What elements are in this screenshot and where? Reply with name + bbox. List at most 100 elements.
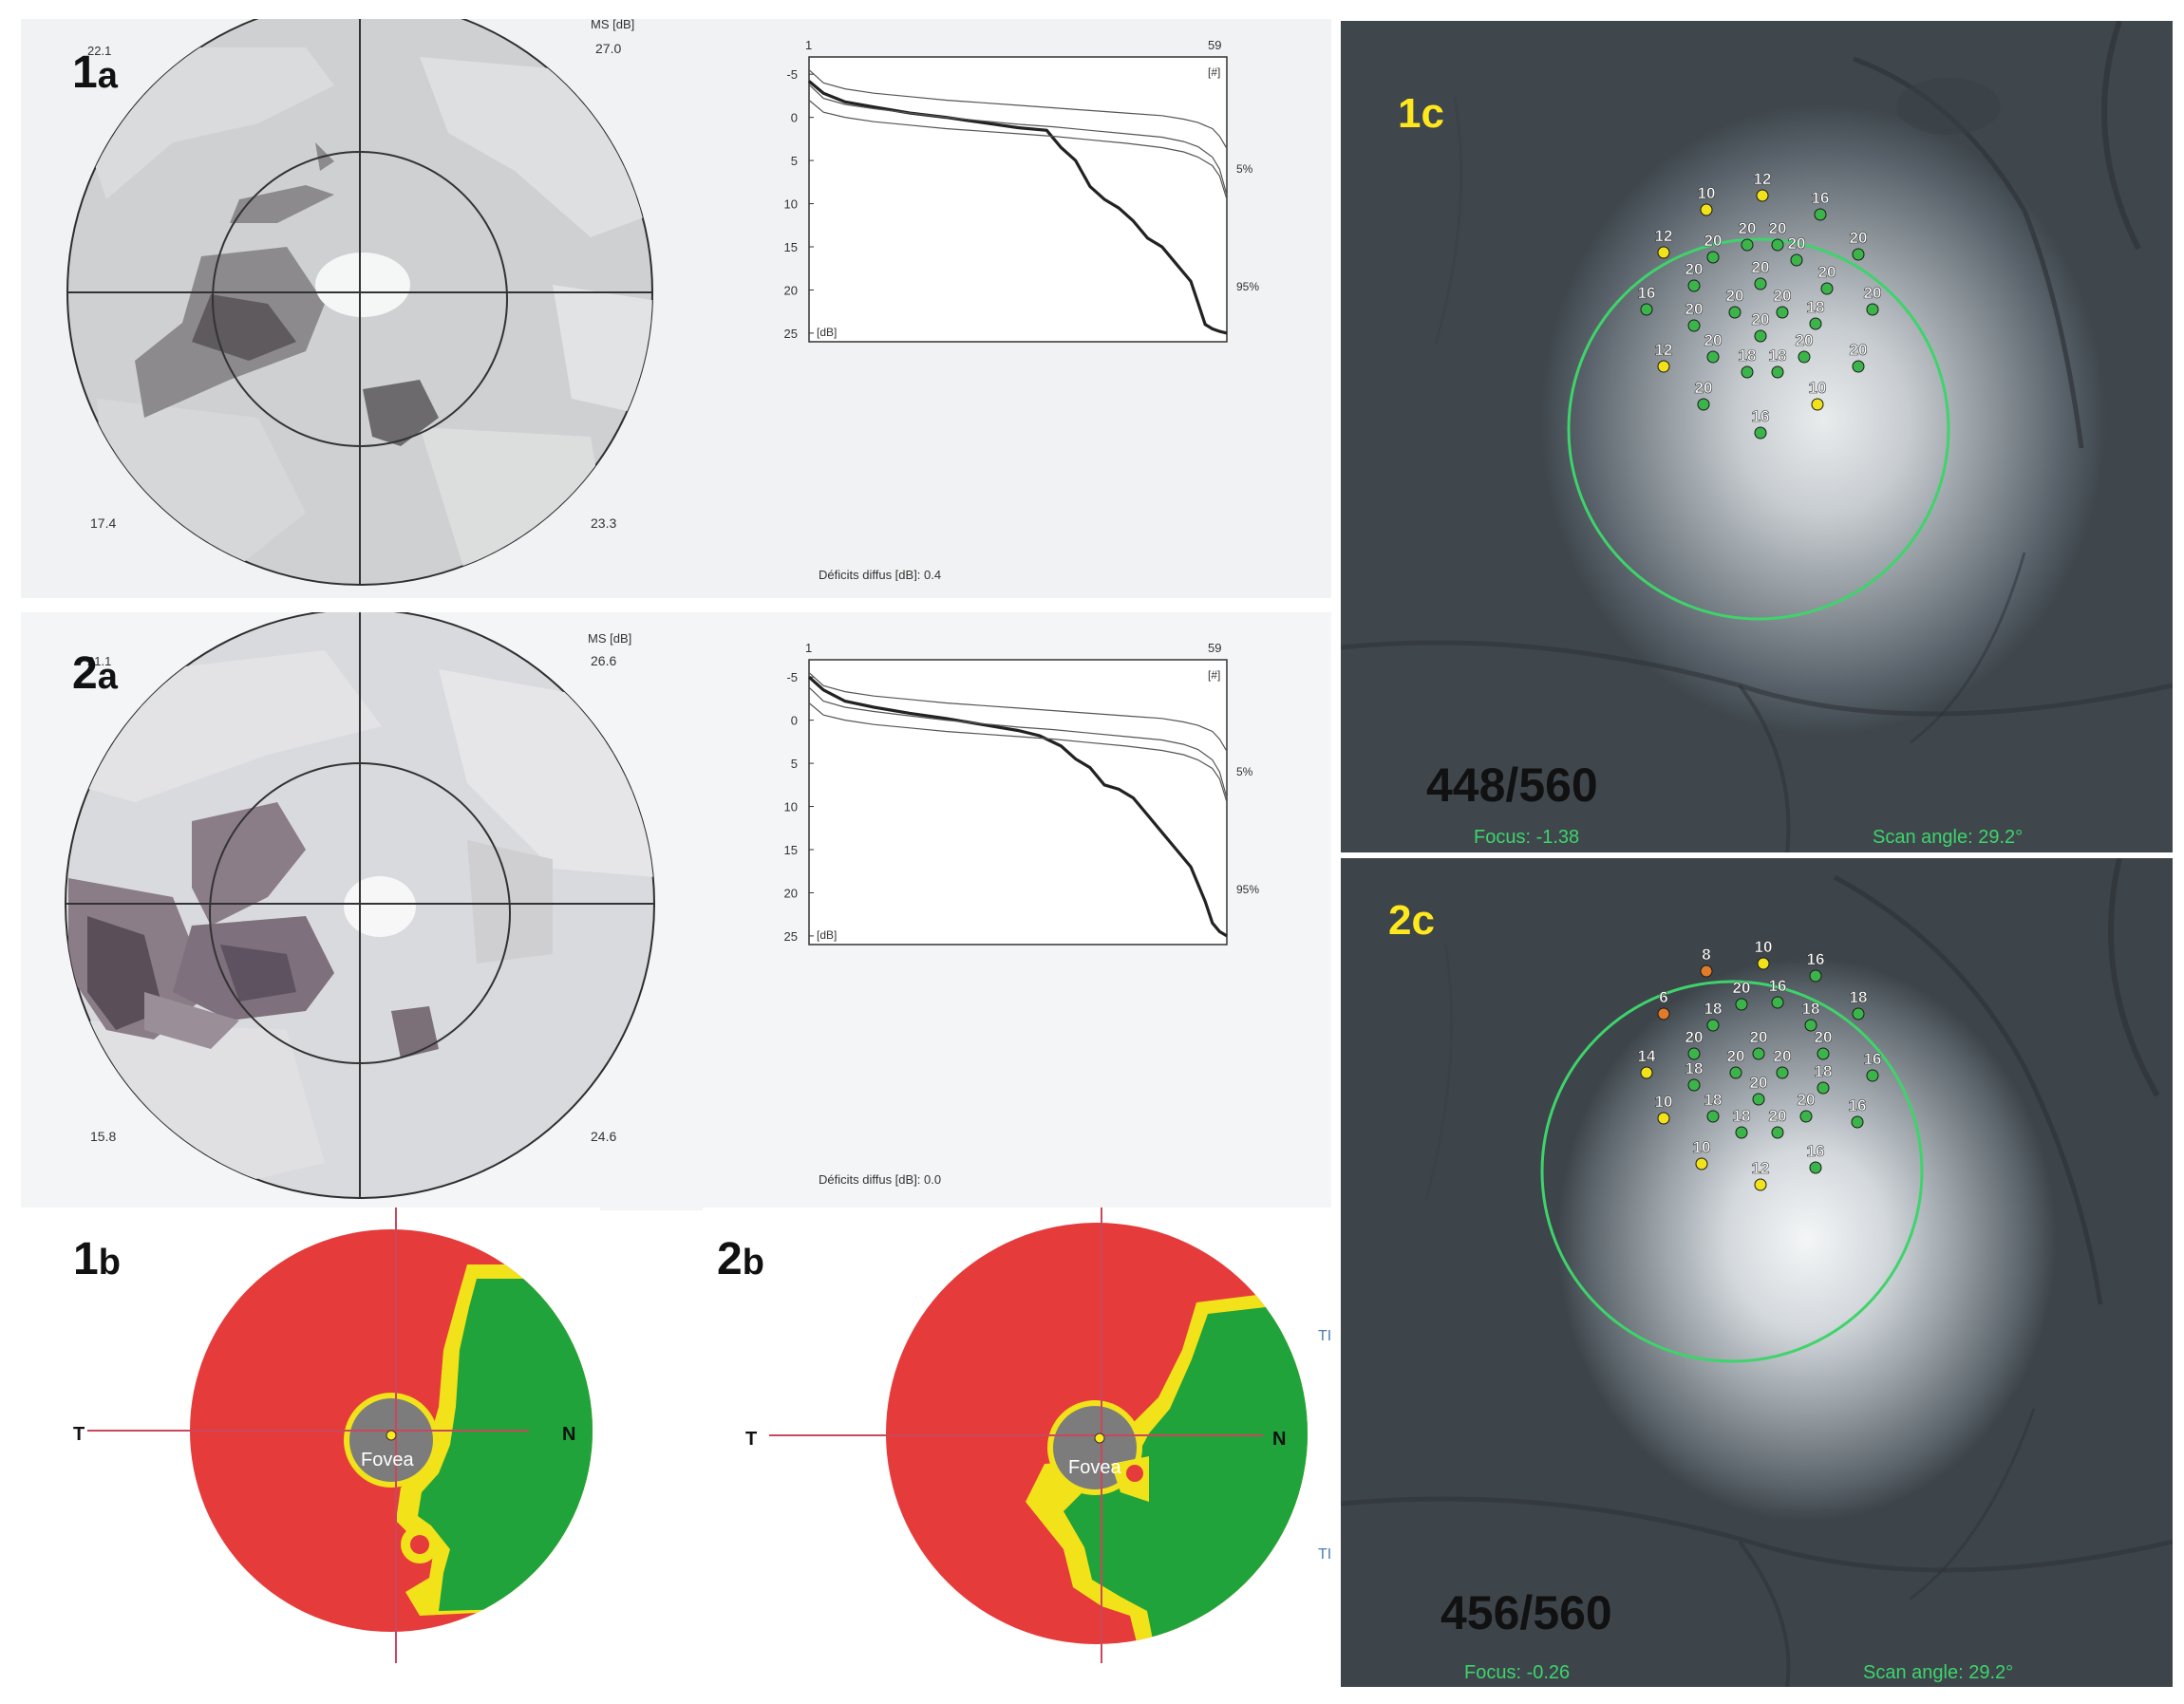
panel-2b: Fovea T N TI TI 2b [703, 1208, 1334, 1687]
curve-1-y-unit: [dB] [817, 326, 837, 339]
stimulus-dot-1c [1790, 253, 1803, 267]
curve-2-ytick: 15 [784, 843, 798, 857]
stimulus-dot-1c [1820, 282, 1834, 295]
corner-br-1a: 23.3 [591, 515, 616, 531]
stimulus-dot-1c [1771, 238, 1784, 252]
stimulus-dot-2c [1735, 1126, 1748, 1139]
panel-1b: Fovea T N 1b [21, 1208, 600, 1687]
stimulus-value-1c: 20 [1752, 258, 1770, 276]
n-label-2b: N [1272, 1429, 1286, 1450]
stimulus-value-2c: 10 [1755, 938, 1773, 956]
stimulus-value-1c: 12 [1655, 227, 1673, 245]
side-label-top-2b: TI [1318, 1328, 1331, 1344]
stimulus-value-1c: 20 [1788, 234, 1806, 253]
corner-bl-1a: 17.4 [90, 515, 116, 531]
stimulus-dot-2c [1771, 1126, 1784, 1139]
stimulus-value-1c: 20 [1704, 331, 1723, 349]
fovea-label-2b: Fovea [1068, 1457, 1121, 1478]
fovea-label-1b: Fovea [361, 1450, 414, 1470]
corner-tl-1a: 22.1 [87, 44, 111, 58]
curve-frame-2 [808, 659, 1228, 946]
normal-band-curve-1 [808, 84, 1228, 196]
stimulus-value-1c: 20 [1685, 300, 1704, 318]
curve-2-ytick: 10 [784, 800, 798, 815]
stimulus-value-1c: 20 [1774, 287, 1792, 305]
score-2c: 456/560 [1440, 1586, 1612, 1639]
stimulus-value-2c: 18 [1850, 988, 1868, 1006]
stimulus-dot-2c [1851, 1115, 1864, 1129]
stimulus-dot-2c [1866, 1069, 1879, 1082]
stimulus-value-1c: 12 [1655, 341, 1673, 359]
curve-2-ytick: 25 [784, 929, 798, 944]
stimulus-dot-1c [1706, 251, 1720, 264]
stimulus-dot-1c [1771, 365, 1784, 379]
stimulus-dot-2c [1809, 1161, 1822, 1174]
stimulus-value-2c: 8 [1702, 946, 1710, 964]
curve-1-ytick: 10 [784, 197, 798, 212]
color-map-1b: Fovea T N 1b [73, 1208, 593, 1663]
stimulus-value-2c: 6 [1659, 988, 1667, 1006]
deficit-curve-2: -5 0 5 10 15 20 25 1 59 [#] [dB] 5% 95% Défici… [784, 641, 1260, 1187]
curve-2-ytick: 20 [784, 886, 798, 900]
stimulus-value-2c: 16 [1807, 1142, 1825, 1160]
stimulus-value-2c: 20 [1685, 1028, 1704, 1046]
stimulus-dot-2c [1771, 996, 1784, 1009]
stimulus-value-2c: 10 [1693, 1138, 1711, 1156]
corner-tl-2a: 21.1 [87, 654, 111, 668]
stimulus-dot-1c [1700, 203, 1713, 216]
stimulus-value-1c: 20 [1752, 310, 1770, 328]
stimulus-value-2c: 18 [1815, 1062, 1833, 1080]
curve-2-ytick: 5 [791, 757, 798, 771]
grey-map-2a: MS [dB] 26.6 21.1 15.8 24.6 2a [65, 612, 655, 1199]
stimulus-dot-1c [1687, 279, 1701, 292]
stimulus-dot-1c [1866, 303, 1879, 316]
stimulus-value-1c: 20 [1769, 219, 1787, 237]
stimulus-dot-1c [1754, 329, 1767, 343]
curve-2-x-start: 1 [805, 641, 812, 655]
stimulus-dot-2c [1852, 1007, 1865, 1021]
stimulus-value-1c: 20 [1850, 229, 1868, 247]
stimulus-dot-1c [1852, 360, 1865, 373]
score-1c: 448/560 [1426, 758, 1598, 812]
stimulus-dot-1c [1798, 350, 1811, 364]
curve-2-pct95: 95% [1236, 883, 1259, 896]
side-label-bottom-2b: TI [1318, 1546, 1331, 1563]
scan-angle-1c: Scan angle: 29.2° [1873, 827, 2023, 848]
n-label-1b: N [562, 1424, 575, 1445]
stimulus-dot-1c [1814, 208, 1827, 221]
stimulus-value-2c: 20 [1733, 979, 1751, 997]
stimulus-dot-2c [1687, 1047, 1701, 1060]
stimulus-dot-1c [1687, 319, 1701, 332]
stimulus-dot-1c [1640, 303, 1653, 316]
focus-1c: Focus: -1.38 [1474, 827, 1579, 848]
stimulus-dot-2c [1657, 1007, 1670, 1021]
ms-value-1a: 27.0 [595, 41, 621, 56]
stimulus-value-1c: 20 [1796, 331, 1814, 349]
stimulus-dot-1c [1657, 360, 1670, 373]
stimulus-dot-1c [1754, 426, 1767, 440]
curve-1-footer: Déficits diffus [dB]: 0.4 [819, 568, 941, 581]
curve-1-ytick: 5 [791, 154, 798, 168]
stimulus-dot-2c [1799, 1110, 1813, 1123]
scan-angle-2c: Scan angle: 29.2° [1863, 1662, 2013, 1683]
panel-label-2a: 2a [72, 648, 119, 699]
stimulus-dot-1c [1741, 365, 1754, 379]
stimulus-value-1c: 20 [1685, 260, 1704, 278]
stimulus-dot-2c [1757, 957, 1770, 970]
curve-2-marks: -5 0 5 10 15 20 25 [784, 670, 1228, 944]
stimulus-dot-2c [1657, 1112, 1670, 1125]
stimulus-dot-2c [1700, 964, 1713, 978]
ms-label-1a: MS [dB] [591, 19, 634, 31]
normal-band-curve-2 [808, 672, 1228, 752]
stimulus-dot-1c [1657, 246, 1670, 259]
curve-2-pct5: 5% [1236, 765, 1253, 778]
stimulus-value-2c: 20 [1815, 1028, 1833, 1046]
grey-map-1a: MS [dB] 27.0 22.1 17.4 23.3 1a [66, 19, 653, 586]
stimulus-value-2c: 16 [1864, 1050, 1882, 1068]
stimulus-value-2c: 20 [1750, 1028, 1768, 1046]
normal-band-curve-2 [808, 702, 1228, 803]
stimulus-value-2c: 20 [1750, 1074, 1768, 1092]
stimulus-dot-2c [1804, 1019, 1817, 1032]
